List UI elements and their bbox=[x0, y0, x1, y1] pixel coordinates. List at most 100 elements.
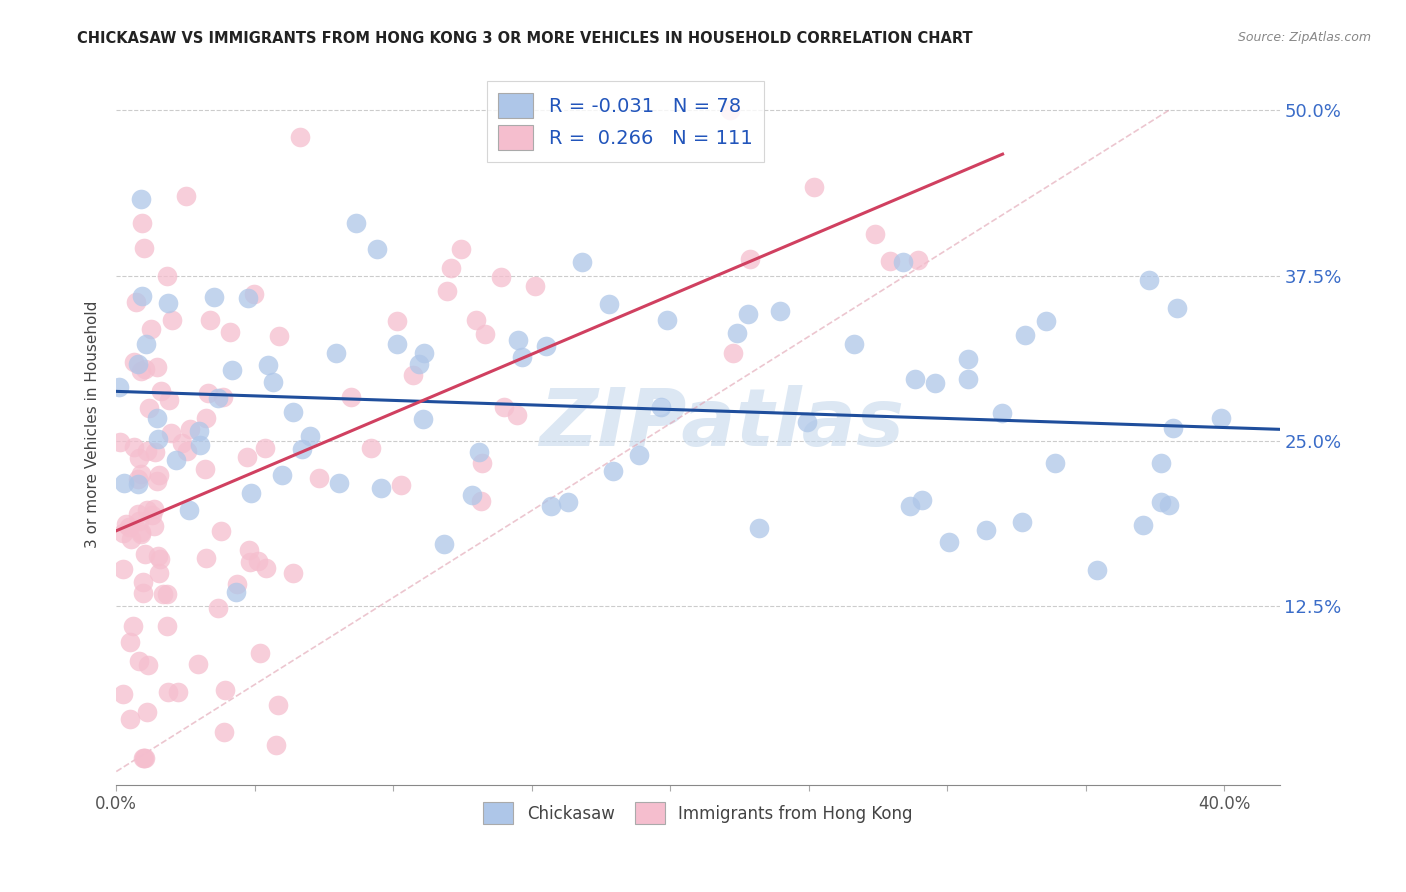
Point bbox=[911, 493, 934, 508]
Point bbox=[132, 751, 155, 765]
Point bbox=[796, 416, 818, 430]
Point bbox=[209, 524, 232, 539]
Point bbox=[602, 464, 624, 478]
Legend: Chickasaw, Immigrants from Hong Kong: Chickasaw, Immigrants from Hong Kong bbox=[477, 796, 920, 830]
Point bbox=[128, 451, 150, 466]
Point bbox=[879, 254, 901, 268]
Point bbox=[202, 290, 225, 304]
Point bbox=[904, 372, 927, 386]
Point bbox=[239, 485, 262, 500]
Point bbox=[769, 304, 792, 318]
Point bbox=[157, 393, 180, 408]
Point bbox=[727, 326, 749, 340]
Point bbox=[207, 391, 229, 405]
Point bbox=[159, 425, 181, 440]
Point bbox=[134, 362, 156, 376]
Point bbox=[122, 619, 145, 633]
Point bbox=[1011, 516, 1033, 530]
Point bbox=[112, 562, 135, 576]
Point bbox=[134, 547, 156, 561]
Point bbox=[236, 450, 259, 465]
Point bbox=[471, 457, 494, 471]
Point bbox=[131, 192, 153, 206]
Point bbox=[148, 433, 170, 447]
Point bbox=[524, 279, 547, 293]
Point bbox=[1137, 273, 1160, 287]
Point bbox=[267, 329, 290, 343]
Point bbox=[598, 297, 620, 311]
Point bbox=[266, 738, 288, 752]
Point bbox=[188, 438, 211, 452]
Point bbox=[489, 269, 512, 284]
Point bbox=[803, 179, 825, 194]
Point bbox=[194, 462, 217, 476]
Point bbox=[440, 261, 463, 276]
Point bbox=[174, 189, 197, 203]
Point bbox=[291, 442, 314, 456]
Point bbox=[160, 313, 183, 327]
Point bbox=[127, 472, 149, 486]
Point bbox=[128, 515, 150, 529]
Point bbox=[148, 566, 170, 580]
Point bbox=[1043, 456, 1066, 470]
Point bbox=[433, 536, 456, 550]
Point bbox=[557, 495, 579, 509]
Point bbox=[510, 351, 533, 365]
Point bbox=[571, 255, 593, 269]
Point bbox=[239, 555, 262, 569]
Point bbox=[145, 410, 167, 425]
Point bbox=[389, 477, 412, 491]
Point bbox=[1209, 411, 1232, 425]
Point bbox=[132, 241, 155, 255]
Text: CHICKASAW VS IMMIGRANTS FROM HONG KONG 3 OR MORE VEHICLES IN HOUSEHOLD CORRELATI: CHICKASAW VS IMMIGRANTS FROM HONG KONG 3… bbox=[77, 31, 973, 46]
Point bbox=[924, 376, 946, 391]
Point bbox=[142, 502, 165, 516]
Point bbox=[135, 337, 157, 351]
Point bbox=[129, 527, 152, 541]
Point bbox=[152, 587, 174, 601]
Point bbox=[328, 476, 350, 491]
Point bbox=[408, 357, 430, 371]
Point bbox=[1159, 499, 1181, 513]
Point bbox=[188, 425, 211, 439]
Point bbox=[236, 291, 259, 305]
Point bbox=[991, 406, 1014, 420]
Point bbox=[1087, 563, 1109, 577]
Point bbox=[165, 452, 187, 467]
Point bbox=[281, 566, 304, 580]
Point bbox=[214, 683, 236, 698]
Point bbox=[436, 284, 458, 298]
Point bbox=[157, 684, 180, 698]
Point bbox=[1161, 421, 1184, 435]
Point bbox=[157, 296, 180, 310]
Text: ZIPatlas: ZIPatlas bbox=[538, 385, 904, 464]
Point bbox=[1150, 495, 1173, 509]
Point bbox=[225, 584, 247, 599]
Point bbox=[718, 103, 741, 118]
Point bbox=[122, 441, 145, 455]
Point bbox=[150, 384, 173, 399]
Point bbox=[370, 481, 392, 495]
Point bbox=[127, 507, 149, 521]
Point bbox=[131, 289, 153, 303]
Point bbox=[893, 255, 915, 269]
Point bbox=[148, 468, 170, 483]
Point bbox=[132, 575, 155, 590]
Point bbox=[176, 444, 198, 458]
Point bbox=[128, 654, 150, 668]
Point bbox=[655, 312, 678, 326]
Point bbox=[467, 444, 489, 458]
Point bbox=[129, 364, 152, 378]
Point bbox=[344, 216, 367, 230]
Point bbox=[842, 337, 865, 351]
Point bbox=[270, 467, 292, 482]
Point bbox=[134, 751, 156, 765]
Point bbox=[135, 503, 157, 517]
Point bbox=[194, 411, 217, 425]
Point bbox=[450, 242, 472, 256]
Point bbox=[138, 401, 160, 415]
Point bbox=[218, 325, 240, 339]
Point bbox=[156, 268, 179, 283]
Point bbox=[366, 242, 388, 256]
Point bbox=[474, 327, 496, 342]
